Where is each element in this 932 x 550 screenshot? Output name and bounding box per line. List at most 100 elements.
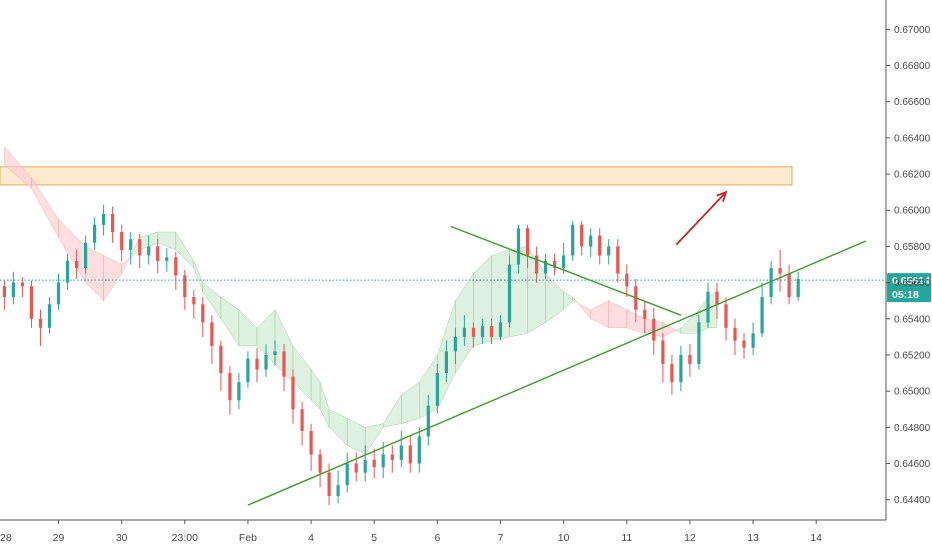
candle[interactable] (471, 322, 475, 348)
candle[interactable] (697, 315, 701, 370)
candle[interactable] (787, 264, 791, 305)
candle[interactable] (56, 273, 61, 310)
candle[interactable] (742, 333, 746, 359)
candle[interactable] (282, 344, 286, 392)
candle[interactable] (399, 431, 403, 468)
candle[interactable] (724, 297, 728, 341)
candle[interactable] (769, 260, 773, 305)
candle[interactable] (300, 402, 304, 446)
candle[interactable] (372, 449, 376, 478)
price-tick-label: 0.65400 (894, 314, 931, 325)
candle[interactable] (643, 300, 647, 334)
candle[interactable] (706, 282, 710, 328)
candle[interactable] (237, 373, 241, 410)
candle[interactable] (201, 297, 205, 337)
candle[interactable] (354, 452, 358, 482)
candle[interactable] (417, 427, 421, 473)
candle[interactable] (607, 239, 611, 265)
candle[interactable] (129, 232, 133, 265)
current-price-tag[interactable]: 0.65614 05:18 (887, 273, 931, 303)
candle[interactable] (562, 242, 566, 274)
candle[interactable] (102, 204, 106, 236)
candle[interactable] (192, 289, 196, 319)
candle[interactable] (444, 340, 448, 383)
candle[interactable] (309, 423, 313, 471)
candle[interactable] (84, 235, 88, 274)
candle[interactable] (571, 221, 575, 261)
candle[interactable] (65, 253, 70, 290)
candle[interactable] (480, 318, 485, 345)
candle[interactable] (93, 217, 97, 251)
candle[interactable] (778, 250, 782, 292)
candle[interactable] (345, 452, 349, 493)
candle[interactable] (165, 248, 169, 272)
candle[interactable] (156, 239, 160, 274)
candle[interactable] (138, 233, 142, 269)
candle[interactable] (11, 271, 15, 305)
time-tick-label: 6 (434, 532, 440, 544)
resistance-zone[interactable] (0, 166, 793, 186)
candle-body (616, 246, 620, 274)
candle-body (589, 235, 593, 247)
time-tick-label: 12 (684, 532, 696, 544)
candle-body (300, 409, 304, 431)
candle[interactable] (318, 449, 322, 488)
candle[interactable] (679, 345, 683, 392)
descending-resistance-trendline[interactable] (450, 225, 682, 316)
candle[interactable] (462, 315, 466, 346)
candle[interactable] (670, 355, 674, 395)
candle[interactable] (273, 340, 277, 366)
candle[interactable] (47, 297, 52, 334)
candle[interactable] (2, 280, 6, 310)
candle[interactable] (453, 327, 457, 364)
candle[interactable] (516, 224, 521, 274)
time-tick-label: 11 (621, 532, 632, 544)
candle[interactable] (535, 246, 539, 283)
candle-body (507, 264, 512, 323)
candle[interactable] (291, 369, 295, 424)
candle[interactable] (390, 445, 394, 473)
candle[interactable] (210, 315, 214, 364)
candle[interactable] (435, 364, 439, 413)
candle[interactable] (598, 228, 602, 265)
candle[interactable] (255, 347, 259, 383)
candle[interactable] (147, 235, 151, 265)
time-tick-label: 14 (810, 532, 822, 544)
candle[interactable] (544, 253, 548, 279)
candle[interactable] (183, 270, 187, 310)
candle[interactable] (75, 250, 79, 279)
candle[interactable] (760, 282, 764, 337)
candle[interactable] (580, 221, 584, 256)
candle[interactable] (363, 445, 367, 482)
candle[interactable] (174, 251, 178, 290)
candle[interactable] (616, 239, 620, 283)
candle[interactable] (219, 340, 223, 392)
candle[interactable] (796, 271, 800, 301)
candle[interactable] (111, 206, 115, 243)
candle[interactable] (751, 322, 755, 355)
candle[interactable] (489, 318, 494, 345)
candle[interactable] (498, 315, 503, 341)
candle[interactable] (507, 255, 512, 328)
candle[interactable] (38, 309, 43, 346)
candle[interactable] (336, 470, 340, 504)
candle[interactable] (526, 224, 530, 269)
candle[interactable] (589, 228, 593, 258)
candle[interactable] (426, 394, 430, 446)
candle[interactable] (688, 344, 692, 377)
candle[interactable] (228, 365, 232, 415)
candle[interactable] (661, 333, 665, 383)
candle[interactable] (553, 253, 557, 276)
rising-support-trendline[interactable] (247, 240, 867, 506)
candle[interactable] (246, 351, 250, 388)
price-tick-label: 0.66600 (894, 97, 931, 108)
candle[interactable] (715, 282, 719, 319)
candle[interactable] (29, 280, 34, 328)
candle-body (607, 246, 611, 256)
candle[interactable] (408, 436, 412, 473)
candle[interactable] (733, 318, 737, 355)
candle[interactable] (120, 224, 124, 261)
projection-arrow[interactable] (675, 190, 728, 246)
candle[interactable] (264, 344, 268, 377)
